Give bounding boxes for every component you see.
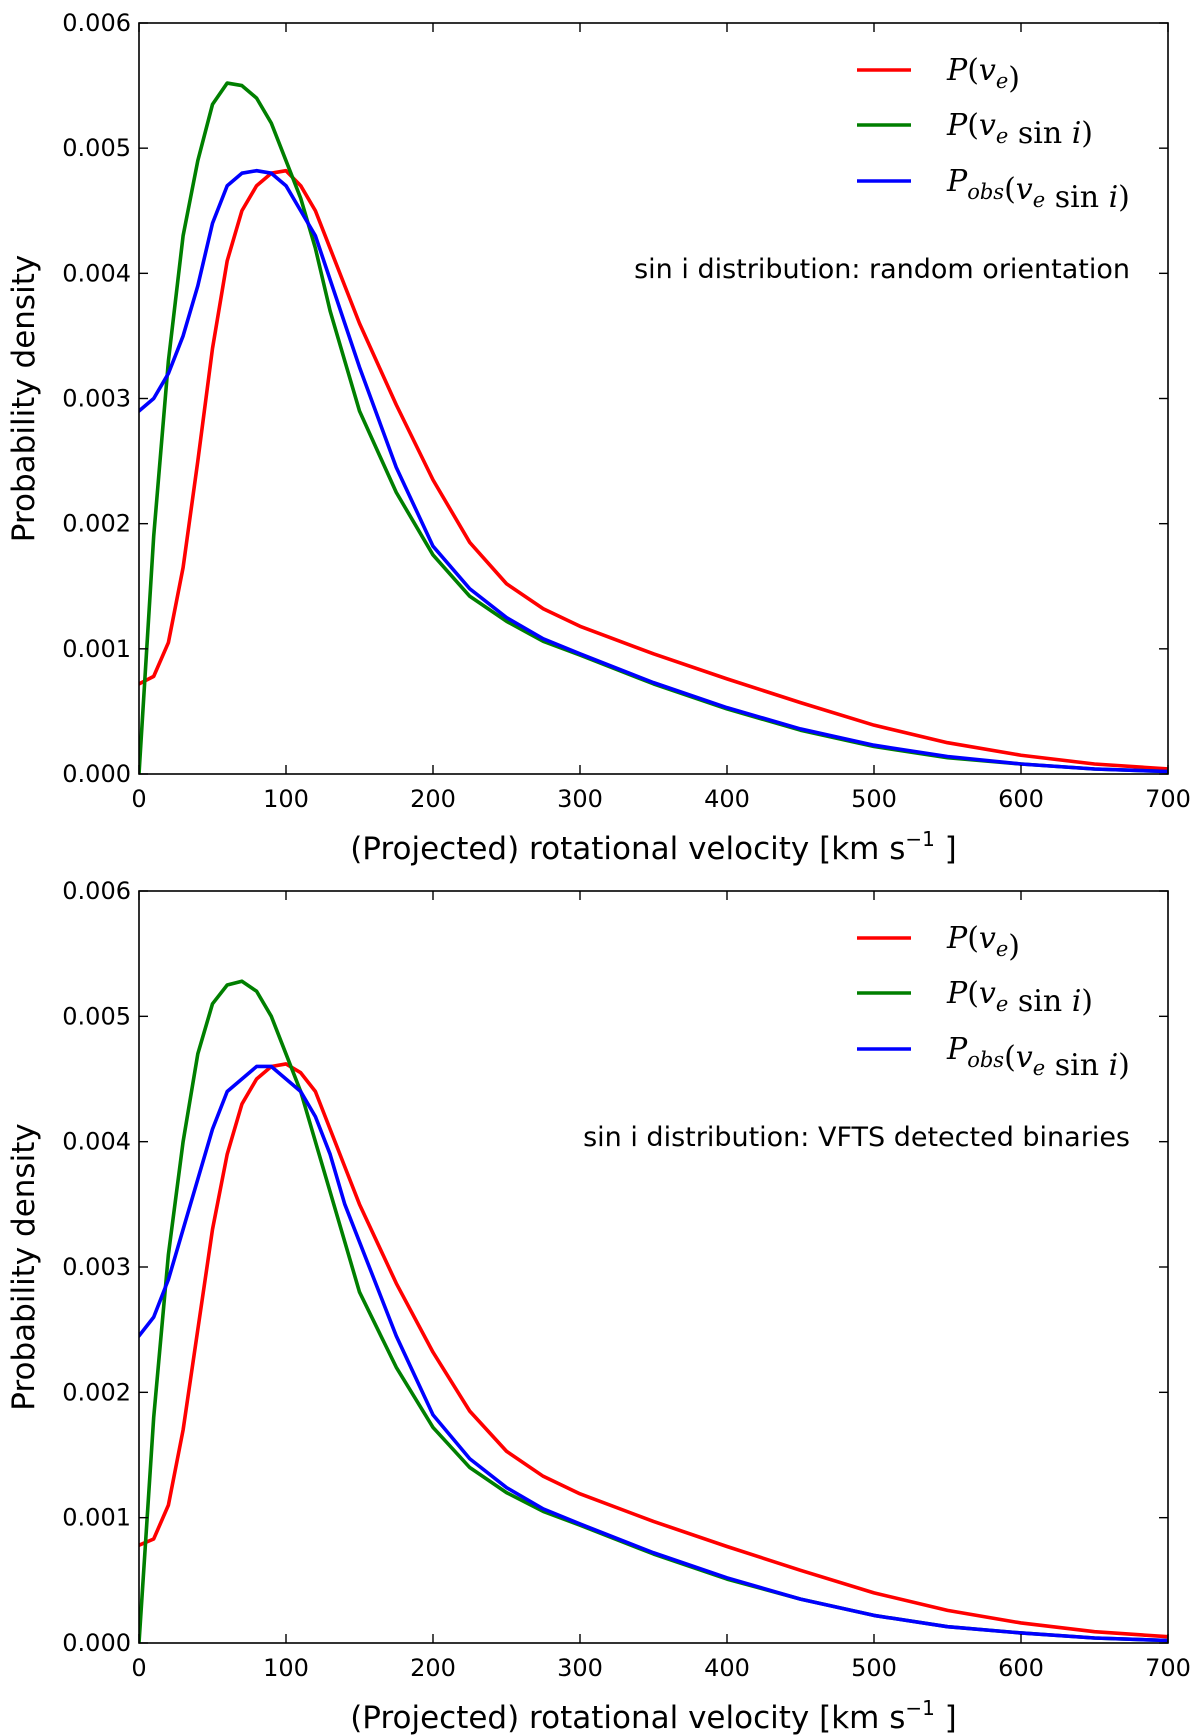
legend-label-1: P(ve): [946, 53, 1020, 96]
series-line-1: [139, 1062, 1168, 1639]
y-tick-label: 0.003: [62, 385, 131, 413]
x-tick-label: 300: [557, 1654, 603, 1682]
x-tick-label: 500: [851, 1654, 897, 1682]
x-tick-label: 700: [1145, 1654, 1191, 1682]
x-tick-label: 300: [557, 785, 603, 813]
chart-panel-1: 0 100 200 300 400 500 600 700 0.000 0.001 0.002 0.0…: [6, 9, 1191, 867]
x-tick-label: 0: [131, 1654, 146, 1682]
x-tick-label: 600: [998, 785, 1044, 813]
legend-label-2: P(ve sin i): [946, 976, 1093, 1019]
legend-label-2: P(ve sin i): [946, 108, 1093, 151]
legend: P(ve) P(ve sin i) Pobs(ve sin i): [857, 921, 1130, 1083]
legend: P(ve) P(ve sin i) Pobs(ve sin i): [857, 53, 1130, 215]
y-tick-label: 0.005: [62, 134, 131, 162]
x-tick-label: 200: [410, 785, 456, 813]
x-tick-label: 100: [263, 1654, 309, 1682]
y-tick-label: 0.000: [62, 760, 131, 788]
series-line-1: [139, 168, 1168, 771]
y-tick-label: 0.002: [62, 510, 131, 538]
y-tick-label: 0.006: [62, 9, 131, 37]
x-tick-label: 500: [851, 785, 897, 813]
series-line-2: [139, 979, 1168, 1643]
y-axis-label: Probability density: [6, 255, 42, 542]
y-axis-label: Probability density: [6, 1123, 42, 1410]
y-tick-label: 0.003: [62, 1253, 131, 1281]
panel-annotation: sin i distribution: random orientation: [634, 254, 1130, 285]
x-axis-label: (Projected) rotational velocity [km s−1 …: [350, 827, 957, 867]
legend-label-3: Pobs(ve sin i): [946, 164, 1130, 215]
x-tick-label: 400: [704, 785, 750, 813]
y-tick-label: 0.002: [62, 1378, 131, 1406]
x-tick-label: 700: [1145, 785, 1191, 813]
x-tick-label: 100: [263, 785, 309, 813]
x-tick-label: 0: [131, 785, 146, 813]
y-tick-label: 0.005: [62, 1002, 131, 1030]
y-tick-label: 0.001: [62, 635, 131, 663]
x-tick-label: 200: [410, 1654, 456, 1682]
x-tick-label: 600: [998, 1654, 1044, 1682]
chart-panel-2: 0 100 200 300 400 500 600 700 0.000 0.001 0.002 0.0…: [6, 877, 1191, 1735]
panel-annotation: sin i distribution: VFTS detected binari…: [583, 1122, 1130, 1153]
y-tick-label: 0.001: [62, 1504, 131, 1532]
y-tick-label: 0.004: [62, 1128, 131, 1156]
x-axis-label: (Projected) rotational velocity [km s−1 …: [350, 1696, 957, 1735]
legend-label-3: Pobs(ve sin i): [946, 1032, 1130, 1083]
x-tick-label: 400: [704, 1654, 750, 1682]
series-line-3: [139, 168, 1168, 774]
y-tick-label: 0.000: [62, 1629, 131, 1657]
y-tick-label: 0.006: [62, 877, 131, 905]
y-tick-label: 0.004: [62, 259, 131, 287]
series-line-3: [139, 1064, 1168, 1643]
legend-label-1: P(ve): [946, 921, 1020, 964]
